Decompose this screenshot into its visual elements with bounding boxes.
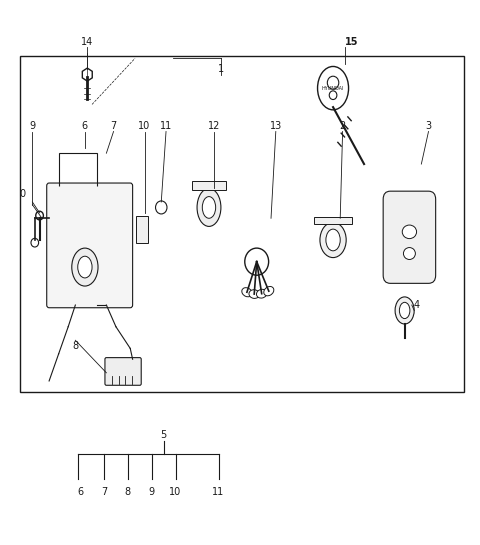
- Ellipse shape: [202, 197, 216, 219]
- Text: 13: 13: [270, 121, 282, 131]
- Circle shape: [156, 201, 167, 214]
- Text: 10: 10: [138, 121, 151, 131]
- Ellipse shape: [399, 302, 410, 319]
- Text: 14: 14: [81, 37, 94, 47]
- Text: 10: 10: [169, 487, 182, 497]
- Text: 3: 3: [425, 121, 432, 131]
- Bar: [314, 217, 352, 223]
- Text: 5: 5: [160, 430, 167, 440]
- Text: 8: 8: [72, 341, 78, 350]
- Ellipse shape: [318, 66, 348, 110]
- Ellipse shape: [395, 297, 414, 324]
- Bar: [21, 56, 464, 392]
- Text: 11: 11: [160, 121, 172, 131]
- Text: HYUNDAI: HYUNDAI: [322, 86, 344, 90]
- Text: 6: 6: [82, 121, 88, 131]
- Text: 4: 4: [413, 300, 420, 310]
- Circle shape: [327, 76, 339, 89]
- Text: 2: 2: [339, 121, 346, 131]
- Ellipse shape: [402, 225, 417, 239]
- Text: 11: 11: [212, 487, 225, 497]
- Circle shape: [31, 238, 38, 247]
- Text: 9: 9: [29, 121, 36, 131]
- Bar: [136, 216, 148, 243]
- Ellipse shape: [256, 289, 267, 298]
- Text: 1: 1: [218, 64, 224, 74]
- Ellipse shape: [264, 287, 274, 296]
- Ellipse shape: [404, 247, 415, 259]
- Text: 15: 15: [346, 37, 359, 47]
- Circle shape: [329, 91, 337, 100]
- Text: 6: 6: [77, 487, 83, 497]
- FancyBboxPatch shape: [47, 183, 132, 308]
- Text: 12: 12: [207, 121, 220, 131]
- Ellipse shape: [242, 288, 252, 297]
- Text: 8: 8: [125, 487, 131, 497]
- Ellipse shape: [72, 248, 98, 286]
- Ellipse shape: [320, 222, 346, 258]
- Text: 9: 9: [149, 487, 155, 497]
- Text: 0: 0: [20, 189, 26, 199]
- FancyBboxPatch shape: [105, 358, 141, 385]
- Text: 7: 7: [110, 121, 117, 131]
- Ellipse shape: [197, 189, 221, 226]
- Ellipse shape: [78, 256, 92, 278]
- FancyBboxPatch shape: [383, 191, 436, 283]
- Ellipse shape: [249, 290, 260, 299]
- Bar: [192, 181, 226, 190]
- Ellipse shape: [326, 229, 340, 251]
- Text: 7: 7: [101, 487, 107, 497]
